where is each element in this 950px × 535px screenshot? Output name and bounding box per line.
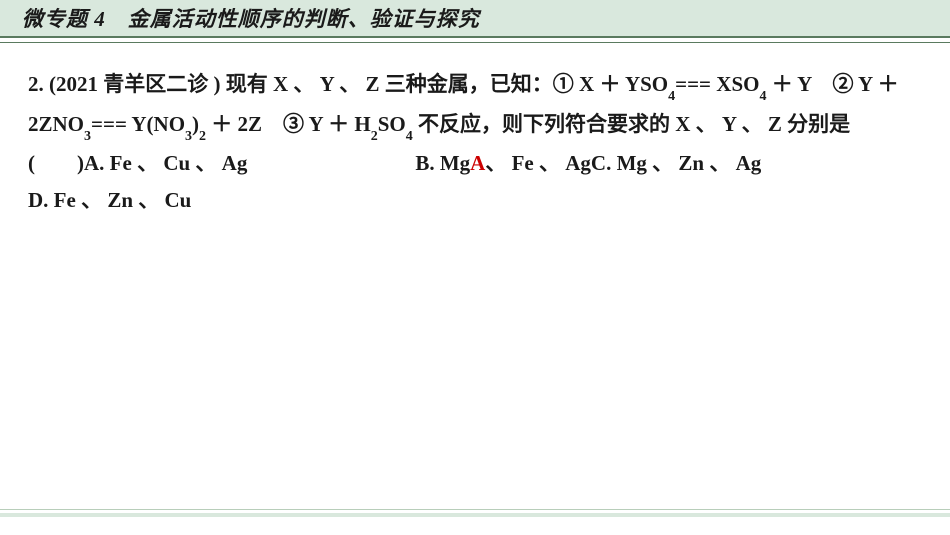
header-underline: [0, 42, 950, 43]
subscript: 2: [199, 129, 206, 144]
subscript: 2: [371, 129, 378, 144]
option-b-part2: 、 Fe 、 Ag: [485, 151, 591, 175]
stem-part1: 现有 X 、 Y 、 Z 三种金属，已知：① X ＋ YSO: [226, 72, 668, 96]
subscript: 4: [759, 89, 766, 104]
page-header: 微专题 4 金属活动性顺序的判断、验证与探究: [0, 0, 950, 38]
subscript: 4: [406, 129, 413, 144]
question-source: (2021 青羊区二诊 ): [49, 72, 221, 96]
answer-letter: A: [470, 151, 485, 175]
stem-part7: SO: [378, 112, 406, 136]
question-number: 2.: [28, 72, 44, 96]
option-a: A. Fe 、 Cu 、 Ag: [84, 151, 415, 175]
option-d: D. Fe 、 Zn 、 Cu: [28, 188, 191, 212]
stem-part4: === Y(NO: [91, 112, 185, 136]
stem-part2: === XSO: [675, 72, 759, 96]
subscript: 3: [185, 129, 192, 144]
header-title: 微专题 4 金属活动性顺序的判断、验证与探究: [22, 3, 480, 33]
option-b-part1: B. Mg: [415, 151, 470, 175]
subscript: 3: [84, 129, 91, 144]
stem-part6: ＋ 2Z ③ Y ＋ H: [206, 112, 371, 136]
option-c: C. Mg 、 Zn 、 Ag: [591, 151, 908, 175]
question-content: 2. (2021 青羊区二诊 ) 现有 X 、 Y 、 Z 三种金属，已知：① …: [0, 38, 950, 219]
stem-part5: ): [192, 112, 199, 136]
subscript: 4: [668, 89, 675, 104]
footer-line: [0, 513, 950, 517]
